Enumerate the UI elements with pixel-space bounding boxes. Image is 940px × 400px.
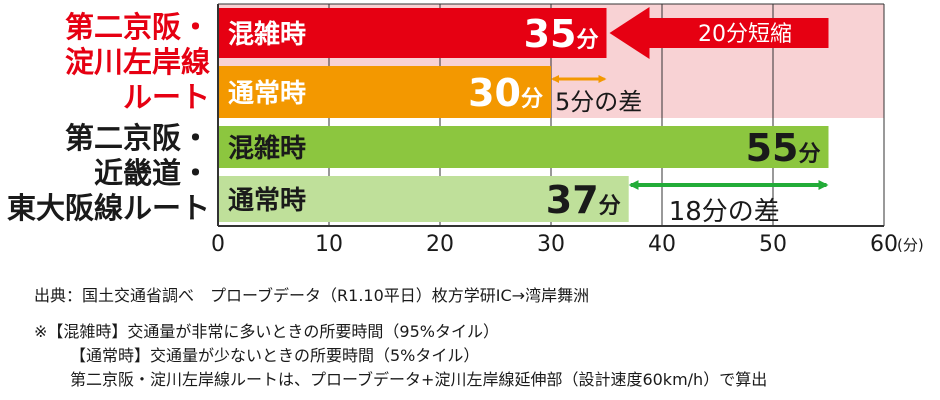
x-tick-0: 0 — [211, 232, 225, 257]
value-label-0-1: 30分 — [468, 71, 543, 115]
difference-text-1: 5分の差 — [555, 88, 642, 116]
annotation-1: 5分の差 — [551, 75, 642, 116]
bar-label-0-1: 通常時 — [228, 79, 306, 109]
bar-label-0-0: 混雑時 — [228, 19, 306, 50]
bar-0-1 — [218, 66, 551, 118]
x-tick-20: 20 — [426, 232, 454, 257]
x-tick-10: 10 — [315, 232, 343, 257]
note-line-method: 第二京阪・淀川左岸線ルートは、プローブデータ+淀川左岸線延伸部（設計速度60km… — [70, 370, 768, 389]
source-note: 出典：国土交通省調べ プローブデータ（R1.10平日）枚方学研IC→湾岸舞洲 — [34, 286, 590, 305]
x-unit-label: (分) — [897, 236, 924, 254]
annotation-2: 18分の差 — [628, 180, 829, 227]
route-label-0-2: ルート — [123, 80, 210, 114]
x-tick-40: 40 — [648, 232, 676, 257]
x-tick-50: 50 — [759, 232, 787, 257]
footnotes: 出典：国土交通省調べ プローブデータ（R1.10平日）枚方学研IC→湾岸舞洲 ※… — [34, 284, 934, 392]
shortening-arrow — [609, 7, 829, 59]
x-tick-60: 60 — [870, 232, 898, 257]
bar-1-0 — [218, 126, 829, 168]
note-line-normal: 【通常時】交通量が少ないときの所要時間（5%タイル） — [70, 346, 480, 365]
route-label-0-1: 淀川左岸線 — [65, 45, 210, 79]
value-label-1-1: 37分 — [546, 178, 621, 222]
x-tick-30: 30 — [537, 232, 565, 257]
bar-label-1-1: 通常時 — [228, 186, 306, 216]
route-label-1-2: 東大阪線ルート — [7, 191, 210, 225]
route-label-0-0: 第二京阪・ — [65, 10, 210, 44]
route-label-1-1: 近畿道・ — [94, 156, 210, 190]
route-label-1-0: 第二京阪・ — [65, 121, 210, 155]
shortening-arrow-text: 20分短縮 — [698, 22, 792, 47]
difference-text-2: 18分の差 — [669, 197, 780, 227]
annotation-0: 20分短縮 — [609, 7, 829, 59]
note-line-congested: ※【混雑時】交通量が非常に多いときの所要時間（95%タイル） — [34, 322, 499, 341]
value-label-1-0: 55分 — [746, 126, 821, 170]
bar-1-1 — [218, 176, 629, 222]
bar-0-0 — [218, 8, 607, 58]
bar-label-1-0: 混雑時 — [228, 133, 306, 164]
value-label-0-0: 35分 — [524, 12, 599, 56]
